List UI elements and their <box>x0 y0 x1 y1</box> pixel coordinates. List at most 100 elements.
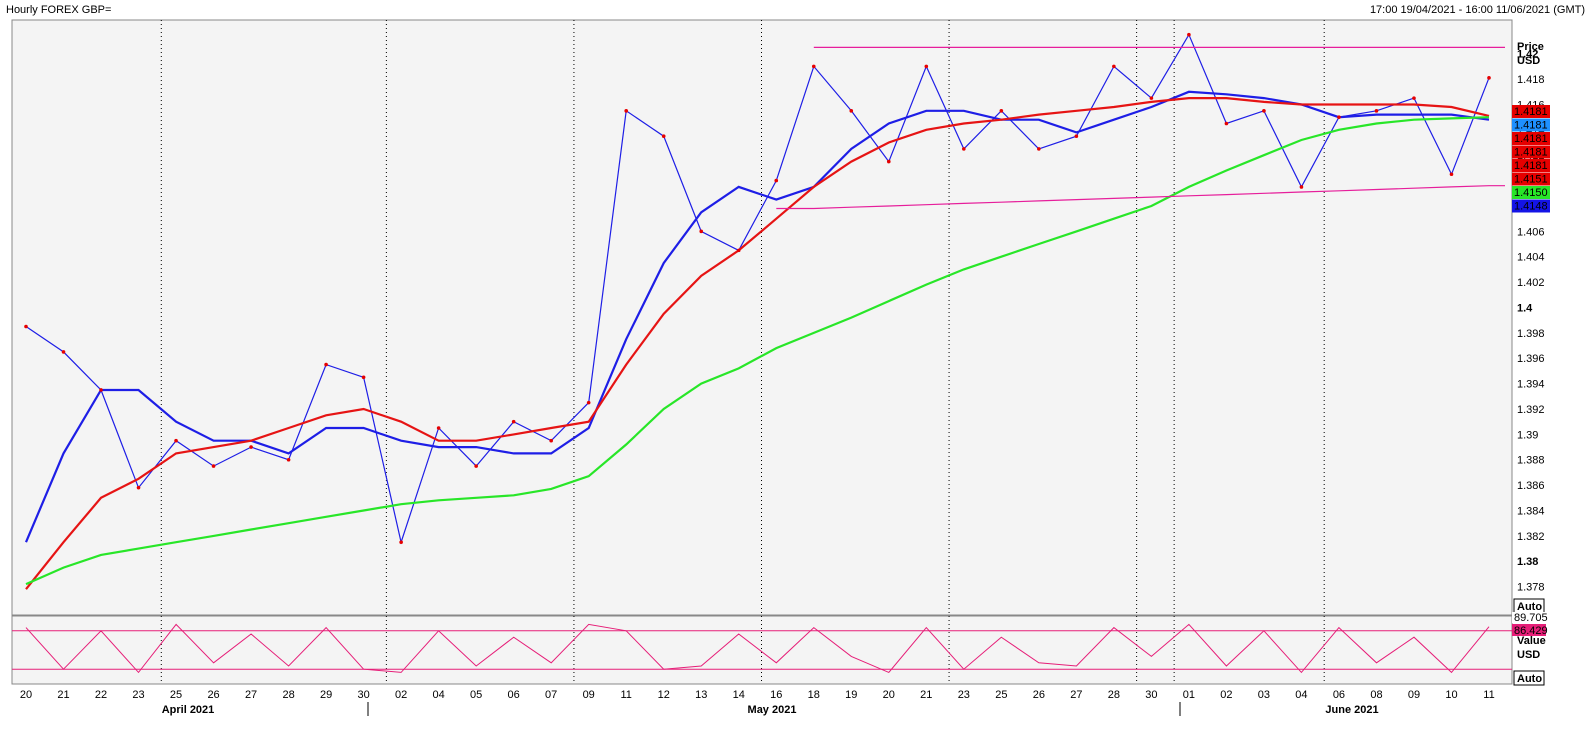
price-tick-label: 1.386 <box>1517 480 1545 492</box>
price-point <box>361 375 366 380</box>
price-point <box>399 540 403 545</box>
price-line <box>25 33 1490 545</box>
price-tick-label: 1.394 <box>1517 379 1545 391</box>
day-tick-label: 19 <box>845 689 857 701</box>
price-badge-label: 1.4150 <box>1514 187 1548 199</box>
price-tick-label: 1.398 <box>1517 328 1545 340</box>
price-point <box>586 400 591 405</box>
price-point <box>511 419 516 424</box>
day-tick-label: 23 <box>958 689 970 701</box>
price-point <box>549 438 553 443</box>
price-badge <box>1512 132 1550 145</box>
price-point <box>1112 64 1116 69</box>
price-tick-label: 1.4 <box>1517 302 1533 314</box>
price-point <box>1187 32 1191 37</box>
price-badge <box>1512 118 1550 132</box>
price-point <box>1037 147 1041 151</box>
price-point <box>1074 134 1079 138</box>
sma-mid-line <box>25 97 1490 590</box>
day-tick-label: 14 <box>733 689 745 701</box>
day-tick-label: 02 <box>395 689 407 701</box>
price-tick-label: 1.382 <box>1517 531 1545 543</box>
price-point <box>436 426 441 430</box>
price-series-group <box>24 32 1505 590</box>
day-tick-label: 29 <box>320 689 332 701</box>
osc-auto-button[interactable] <box>1513 670 1545 686</box>
day-tick-label: 28 <box>1108 689 1120 701</box>
price-point <box>1299 185 1304 189</box>
price-point <box>811 64 816 69</box>
day-tick-label: 08 <box>1370 689 1382 701</box>
month-label: May 2021 <box>748 704 797 716</box>
price-point <box>849 109 854 113</box>
price-point <box>661 134 666 138</box>
price-axis-label: Price <box>1517 41 1544 53</box>
day-tick-label: 12 <box>658 689 670 701</box>
price-point <box>1262 109 1266 113</box>
day-tick-label: 03 <box>1258 689 1270 701</box>
day-tick-label: 25 <box>170 689 182 701</box>
osc-auto-label[interactable]: Auto <box>1517 673 1542 685</box>
price-tick-label: 1.402 <box>1517 277 1545 289</box>
price-badge <box>1512 186 1550 199</box>
day-separators <box>160 20 1325 684</box>
day-tick-label: 27 <box>245 689 257 701</box>
osc-value-badge-1 <box>1512 612 1546 623</box>
price-tick-label: 1.406 <box>1517 226 1545 238</box>
price-badge <box>1512 105 1550 118</box>
price-point <box>249 445 253 449</box>
price-point <box>774 178 779 183</box>
price-tick-label: 1.418 <box>1517 74 1545 86</box>
oscillator-line <box>25 623 1490 674</box>
price-point <box>1224 121 1229 126</box>
price-tick-label: 1.378 <box>1517 582 1545 594</box>
osc-axis-unit: USD <box>1517 649 1540 661</box>
price-point <box>924 64 929 69</box>
day-tick-label: 28 <box>282 689 294 701</box>
price-point <box>99 388 103 392</box>
price-point <box>962 147 966 151</box>
price-badge-label: 1.4148 <box>1514 201 1548 213</box>
price-point <box>1449 172 1454 177</box>
osc-value-1: 89.705 <box>1514 612 1548 624</box>
day-tick-label: 23 <box>132 689 144 701</box>
price-point <box>474 464 478 468</box>
price-point <box>999 109 1004 113</box>
price-point <box>174 438 178 443</box>
price-badge-label: 1.4181 <box>1514 147 1548 159</box>
osc-value-badge-2 <box>1512 624 1546 636</box>
day-tick-label: 04 <box>433 689 445 701</box>
chart-title: Hourly FOREX GBP= <box>6 4 112 16</box>
price-tick-label: 1.388 <box>1517 455 1545 467</box>
day-tick-label: 21 <box>57 689 69 701</box>
price-auto-label[interactable]: Auto <box>1517 601 1542 613</box>
day-tick-label: 01 <box>1183 689 1195 701</box>
price-point <box>1487 76 1491 80</box>
day-tick-label: 06 <box>1333 689 1345 701</box>
day-tick-label: 04 <box>1295 689 1307 701</box>
channel-support-line <box>776 185 1505 210</box>
price-panel[interactable] <box>11 19 1513 616</box>
day-tick-label: 20 <box>20 689 32 701</box>
day-tick-label: 13 <box>695 689 707 701</box>
day-tick-label: 07 <box>545 689 557 701</box>
oscillator-panel[interactable] <box>11 615 1513 685</box>
day-tick-label: 02 <box>1220 689 1232 701</box>
sma-slow-line <box>25 116 1490 586</box>
price-point <box>624 109 629 113</box>
price-tick-label: 1.384 <box>1517 505 1545 517</box>
price-badges: 1.41811.41811.41811.41811.41811.41511.41… <box>1512 105 1550 213</box>
price-badge <box>1512 145 1550 159</box>
day-tick-label: 18 <box>808 689 820 701</box>
day-tick-label: 30 <box>1145 689 1157 701</box>
price-point <box>886 159 891 164</box>
price-point <box>286 457 291 462</box>
price-badge-label: 1.4181 <box>1514 160 1548 172</box>
day-tick-label: 20 <box>883 689 895 701</box>
price-tick-label: 1.396 <box>1517 353 1545 365</box>
price-point <box>1412 96 1416 100</box>
price-point <box>61 350 66 354</box>
day-tick-label: 05 <box>470 689 482 701</box>
osc-axis-label: Value <box>1517 635 1546 647</box>
